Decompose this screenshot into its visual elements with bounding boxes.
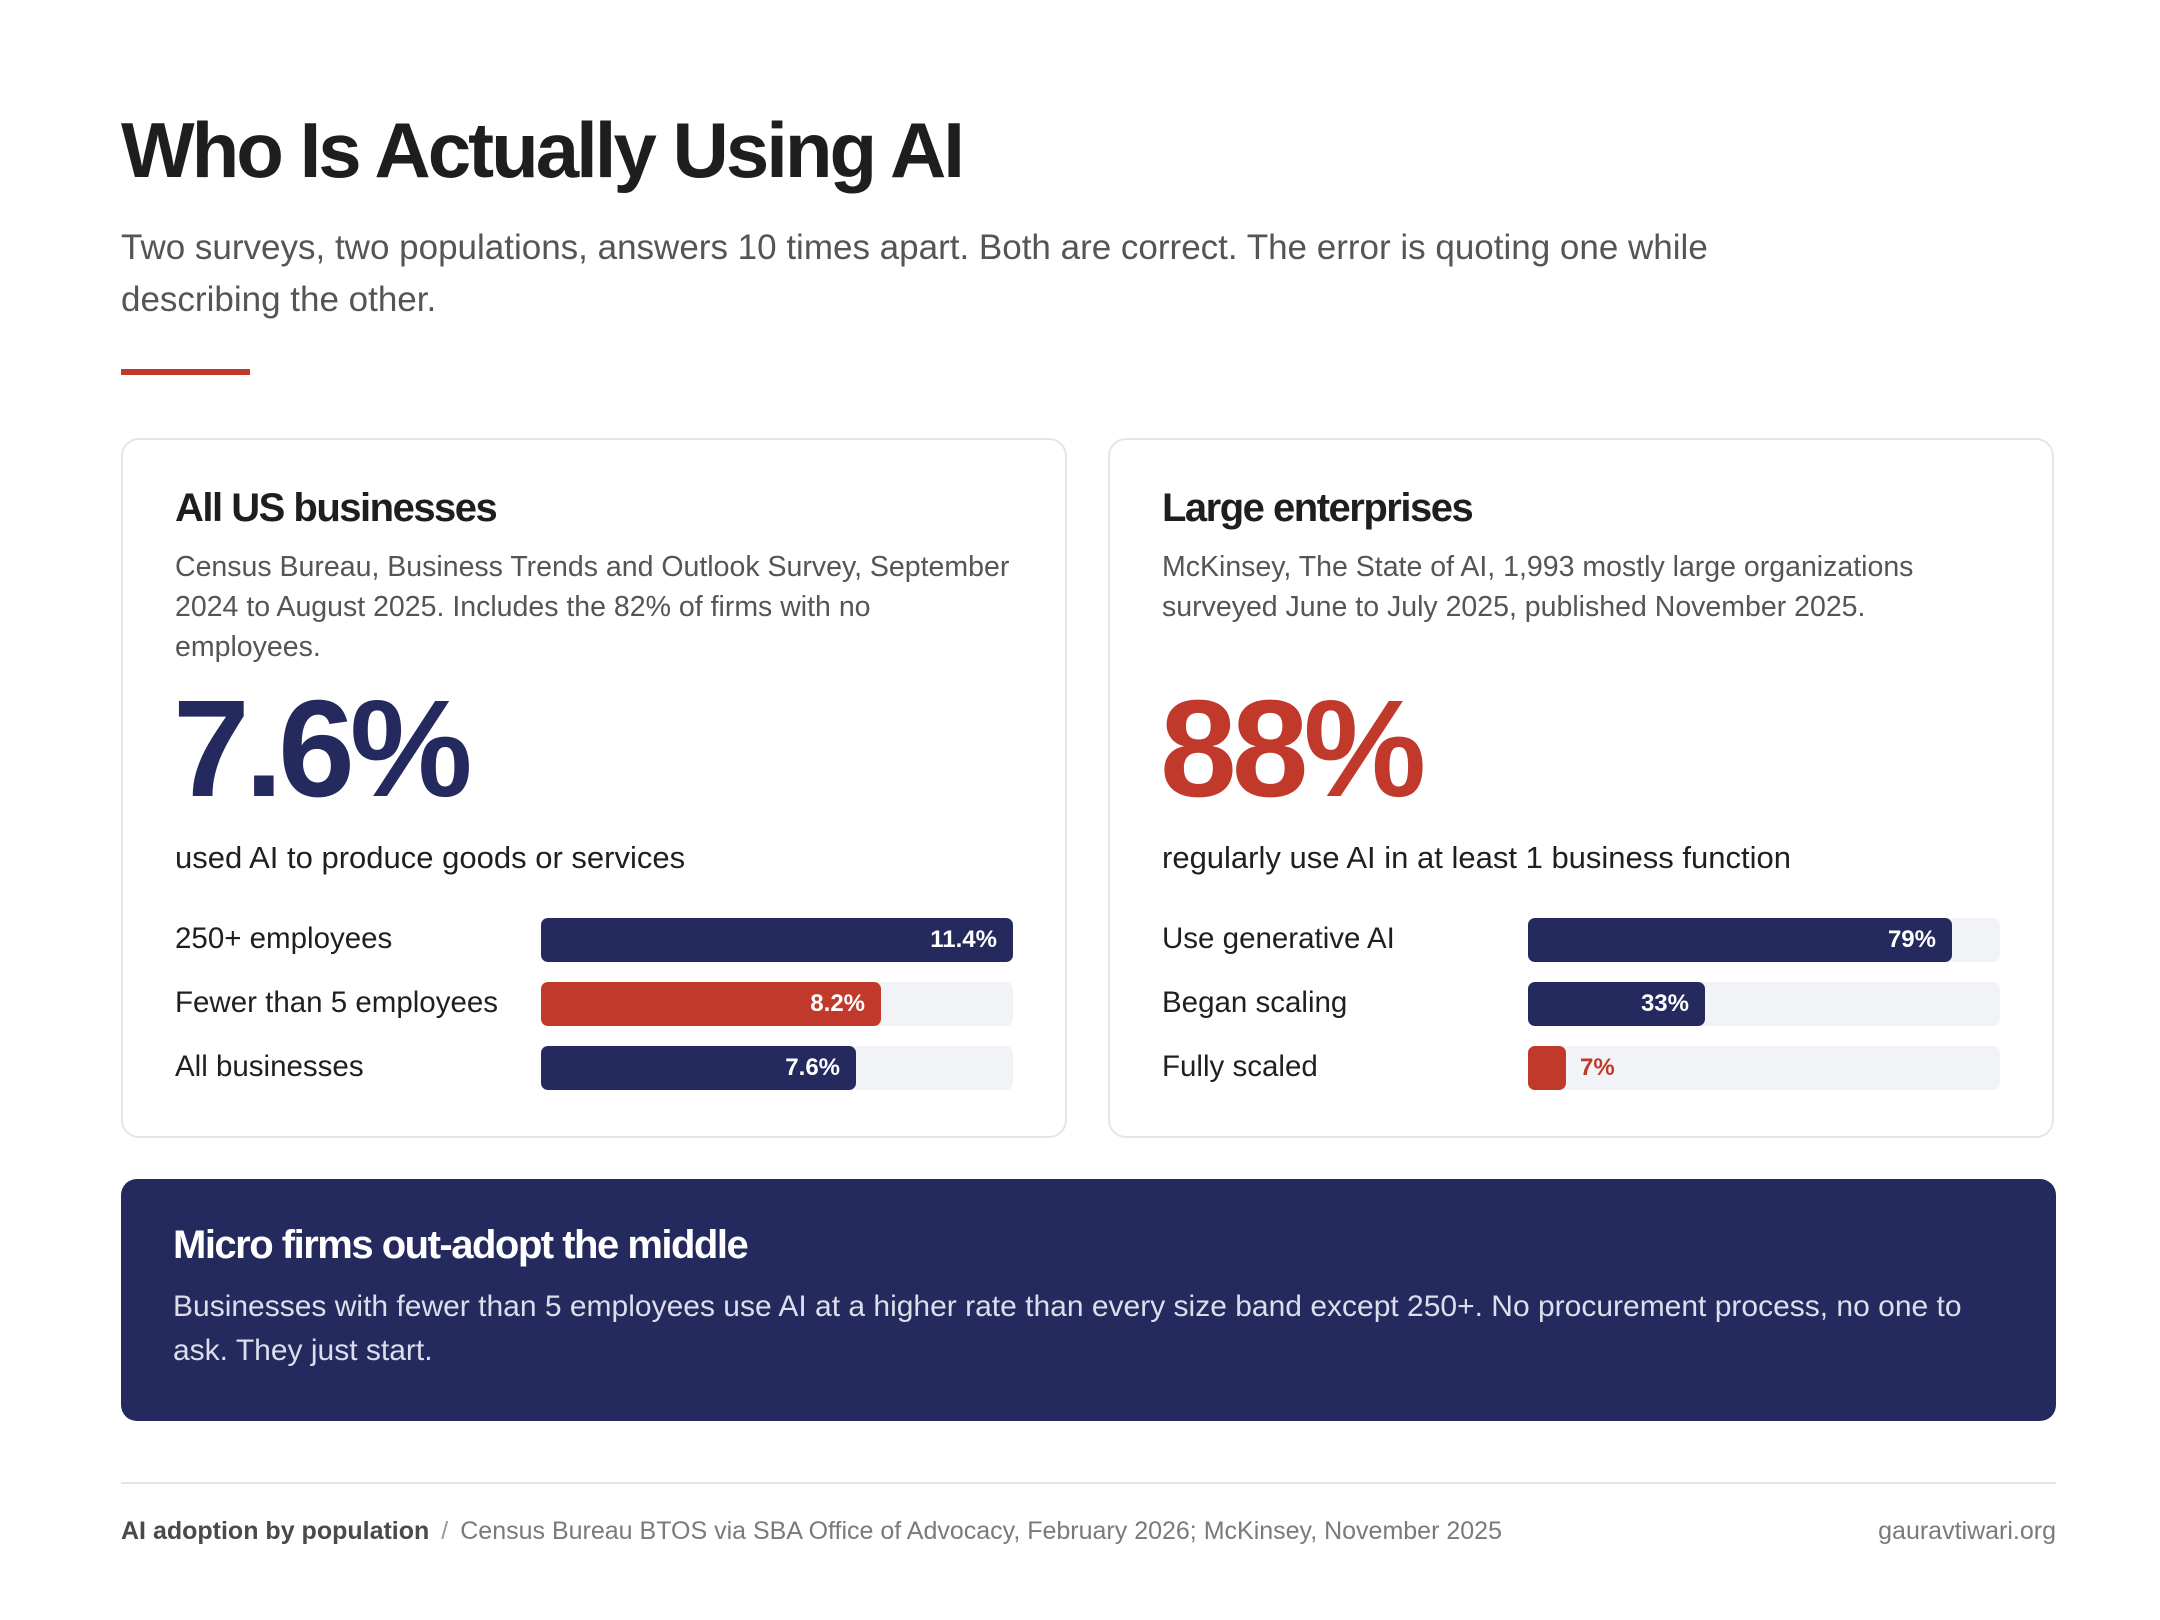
bar-track: 33% — [1528, 982, 2000, 1026]
bar-track: 8.2% — [541, 982, 1013, 1026]
bar — [1528, 1046, 1566, 1090]
bar-value-label: 79% — [1887, 926, 1936, 953]
bar-row: Use generative AI 79% — [1162, 918, 2002, 962]
bar-value-label: 7.6% — [785, 1054, 840, 1081]
headline-stat: 88% — [1160, 672, 1426, 826]
page-subtitle: Two surveys, two populations, answers 10… — [121, 228, 1708, 319]
footer-label: AI adoption by population — [121, 1517, 430, 1545]
bar-category-label: Began scaling — [1162, 986, 1348, 1019]
card-description: McKinsey, The State of AI, 1,993 mostly … — [1162, 551, 1914, 623]
headline-stat-label: regularly use AI in at least 1 business … — [1162, 840, 1791, 875]
bar-row: Fewer than 5 employees 8.2% — [175, 982, 1015, 1026]
bar-value-label: 7% — [1580, 1054, 1615, 1081]
bar-category-label: Use generative AI — [1162, 922, 1395, 955]
card-title: All US businesses — [175, 486, 498, 530]
bar-row: 250+ employees 11.4% — [175, 918, 1015, 962]
card-all-us-businesses: All US businesses Census Bureau, Busines… — [121, 438, 1067, 1138]
bar-category-label: Fully scaled — [1162, 1050, 1318, 1083]
card-title: Large enterprises — [1162, 486, 1474, 530]
bar-category-label: 250+ employees — [175, 922, 393, 955]
callout-title: Micro firms out-adopt the middle — [173, 1223, 749, 1267]
bar — [1528, 982, 1705, 1026]
bar — [541, 918, 1013, 962]
footer-separator: / — [441, 1517, 449, 1545]
page-title: Who Is Actually Using AI — [121, 106, 965, 194]
bar-track: 11.4% — [541, 918, 1013, 962]
card-large-enterprises: Large enterprises McKinsey, The State of… — [1108, 438, 2054, 1138]
footer-site: gauravtiwari.org — [1878, 1517, 2056, 1545]
bar-value-label: 33% — [1640, 990, 1689, 1017]
bar-row: All businesses 7.6% — [175, 1046, 1015, 1090]
bar-track: 7% — [1528, 1046, 2000, 1090]
bar-track: 79% — [1528, 918, 2000, 962]
bar-category-label: Fewer than 5 employees — [175, 986, 499, 1019]
bar — [1528, 918, 1952, 962]
callout-body: Businesses with fewer than 5 employees u… — [173, 1290, 1962, 1367]
footer-source: AI adoption by population / Census Bureau … — [121, 1517, 1502, 1546]
bar-value-label: 8.2% — [810, 990, 865, 1017]
headline-stat-label: used AI to produce goods or services — [175, 840, 686, 875]
bar-track: 7.6% — [541, 1046, 1013, 1090]
bar-category-label: All businesses — [175, 1050, 364, 1083]
footer-sources: Census Bureau BTOS via SBA Office of Adv… — [460, 1517, 1502, 1545]
accent-rule — [121, 369, 250, 375]
callout-box: Micro firms out-adopt the middle Busines… — [121, 1179, 2056, 1421]
bar — [541, 982, 881, 1026]
bar-row: Fully scaled 7% — [1162, 1046, 2002, 1090]
bar — [541, 1046, 856, 1090]
footer-divider — [121, 1482, 2056, 1484]
bar-row: Began scaling 33% — [1162, 982, 2002, 1026]
bar-value-label: 11.4% — [930, 926, 997, 953]
card-description: Census Bureau, Business Trends and Outlo… — [175, 551, 1010, 663]
headline-stat: 7.6% — [173, 672, 473, 826]
